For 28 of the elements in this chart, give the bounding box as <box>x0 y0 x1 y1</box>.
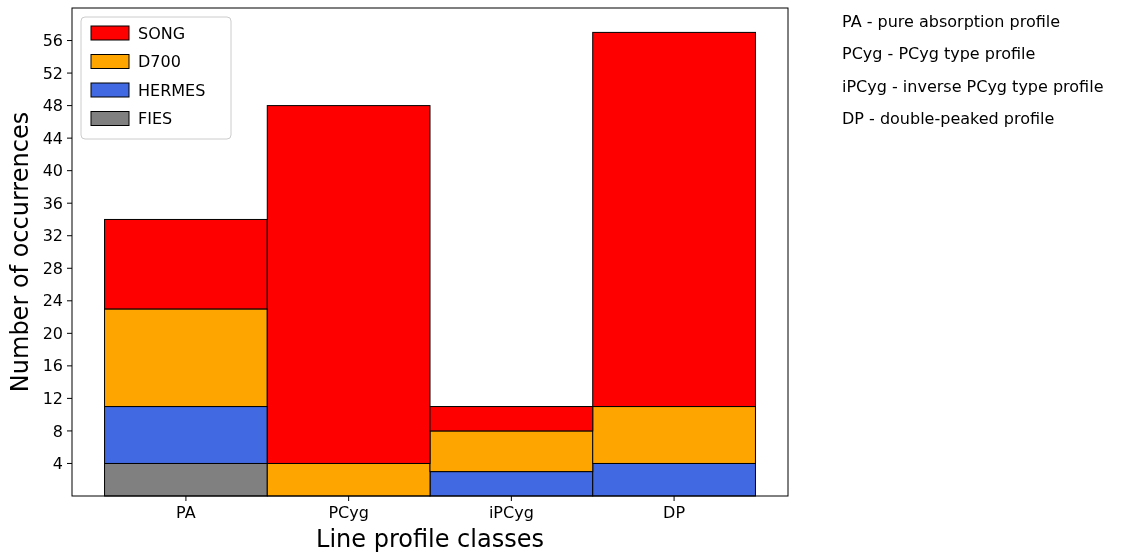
y-tick-label: 4 <box>52 454 63 474</box>
y-tick-label: 12 <box>42 389 63 408</box>
y-tick-label: 36 <box>42 193 63 213</box>
y-axis-title: Number of occurrences <box>6 111 34 393</box>
y-tick-label: 32 <box>42 226 63 246</box>
text: iPCyg - inverse PCyg type profile <box>842 76 1104 96</box>
legend-label: FIES <box>138 109 173 129</box>
y-tick-label: 56 <box>42 31 63 51</box>
x-tick-label: PCyg <box>328 503 369 522</box>
text: DP - double-peaked profile <box>842 109 1055 129</box>
legend-label: SONG <box>138 23 186 43</box>
y-tick-label: 28 <box>42 258 63 278</box>
y-tick-label: 40 <box>42 161 63 181</box>
legend-label: D700 <box>138 52 181 72</box>
y-tick-label: 48 <box>42 96 63 116</box>
text: PA - pure absorption profile <box>842 11 1061 31</box>
x-tick-label: DP <box>663 503 686 522</box>
text: PCyg - PCyg type profile <box>842 44 1036 64</box>
y-tick-label: 24 <box>42 291 63 311</box>
y-tick-label: 20 <box>42 323 63 343</box>
legend-label: HERMES <box>138 80 206 100</box>
y-tick-label: 44 <box>42 128 63 148</box>
x-tick-label: PA <box>176 503 196 522</box>
y-tick-label: 52 <box>42 63 63 83</box>
x-tick-label: iPCyg <box>488 503 534 522</box>
y-tick-label: 16 <box>42 356 63 376</box>
x-axis-title: Line profile classes <box>316 525 544 553</box>
y-tick-label: 8 <box>52 421 63 441</box>
